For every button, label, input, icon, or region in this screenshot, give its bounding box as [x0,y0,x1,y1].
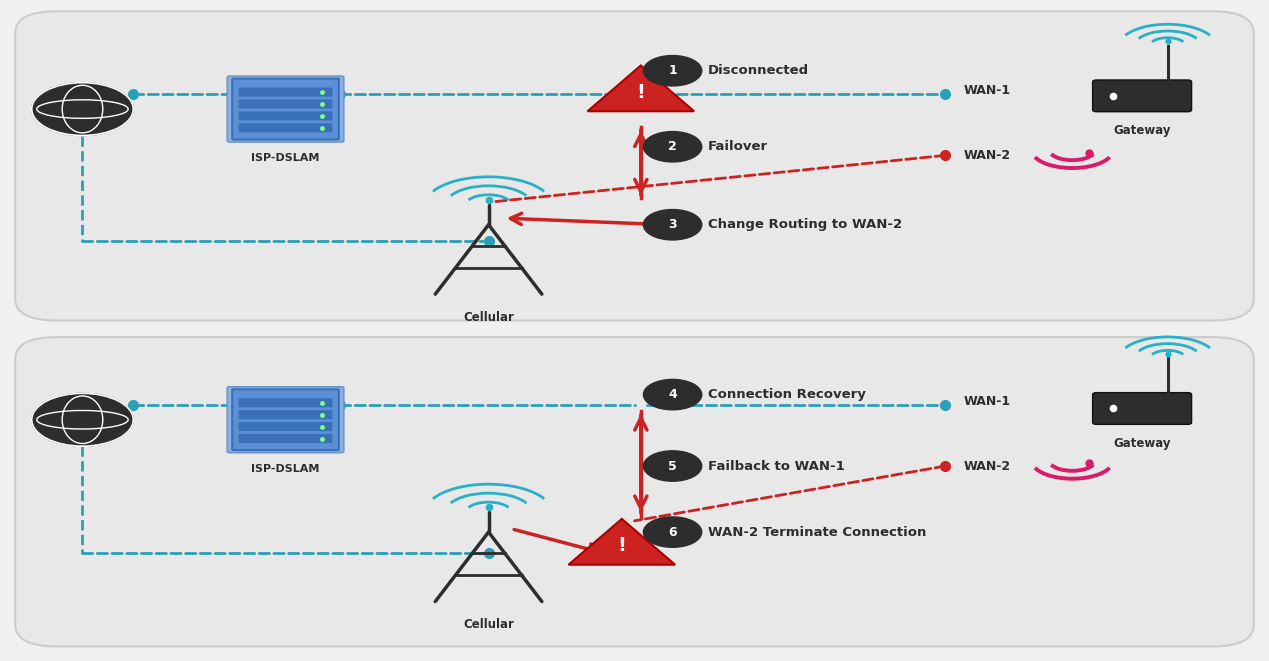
Text: Gateway: Gateway [1113,437,1171,450]
FancyBboxPatch shape [232,79,339,139]
Circle shape [643,451,702,481]
Circle shape [32,83,133,136]
Circle shape [643,132,702,162]
Text: Disconnected: Disconnected [708,64,810,77]
Text: ISP-DSLAM: ISP-DSLAM [251,464,320,474]
FancyBboxPatch shape [239,398,332,407]
Text: Connection Recovery: Connection Recovery [708,388,865,401]
FancyBboxPatch shape [239,88,332,97]
Text: Cellular: Cellular [463,311,514,324]
Text: 1: 1 [669,64,676,77]
FancyBboxPatch shape [239,124,332,132]
FancyBboxPatch shape [239,99,332,108]
Text: 3: 3 [669,218,676,231]
Text: WAN-1: WAN-1 [963,84,1010,97]
Text: Gateway: Gateway [1113,124,1171,137]
FancyBboxPatch shape [1093,393,1192,424]
Circle shape [643,517,702,547]
Text: Failover: Failover [708,140,768,153]
Text: WAN-2 Terminate Connection: WAN-2 Terminate Connection [708,525,926,539]
Text: !: ! [637,83,645,102]
FancyBboxPatch shape [239,111,332,120]
Circle shape [643,379,702,410]
Polygon shape [569,519,675,564]
FancyBboxPatch shape [15,337,1254,646]
Text: !: ! [618,537,626,555]
Polygon shape [588,65,694,111]
Text: Change Routing to WAN-2: Change Routing to WAN-2 [708,218,902,231]
FancyBboxPatch shape [239,410,332,419]
FancyBboxPatch shape [232,389,339,450]
Text: Cellular: Cellular [463,618,514,631]
Text: 2: 2 [669,140,676,153]
Text: WAN-1: WAN-1 [963,395,1010,408]
FancyBboxPatch shape [239,434,332,443]
FancyBboxPatch shape [15,11,1254,321]
FancyBboxPatch shape [239,422,332,431]
Text: WAN-2: WAN-2 [963,149,1010,162]
FancyBboxPatch shape [227,387,344,453]
Text: ISP-DSLAM: ISP-DSLAM [251,153,320,163]
FancyBboxPatch shape [227,76,344,142]
Text: Failback to WAN-1: Failback to WAN-1 [708,459,845,473]
Text: 5: 5 [669,459,676,473]
FancyBboxPatch shape [1093,80,1192,112]
Text: 6: 6 [669,525,676,539]
Circle shape [643,56,702,86]
Text: 4: 4 [669,388,676,401]
Text: WAN-2: WAN-2 [963,459,1010,473]
Circle shape [32,393,133,446]
Circle shape [643,210,702,240]
